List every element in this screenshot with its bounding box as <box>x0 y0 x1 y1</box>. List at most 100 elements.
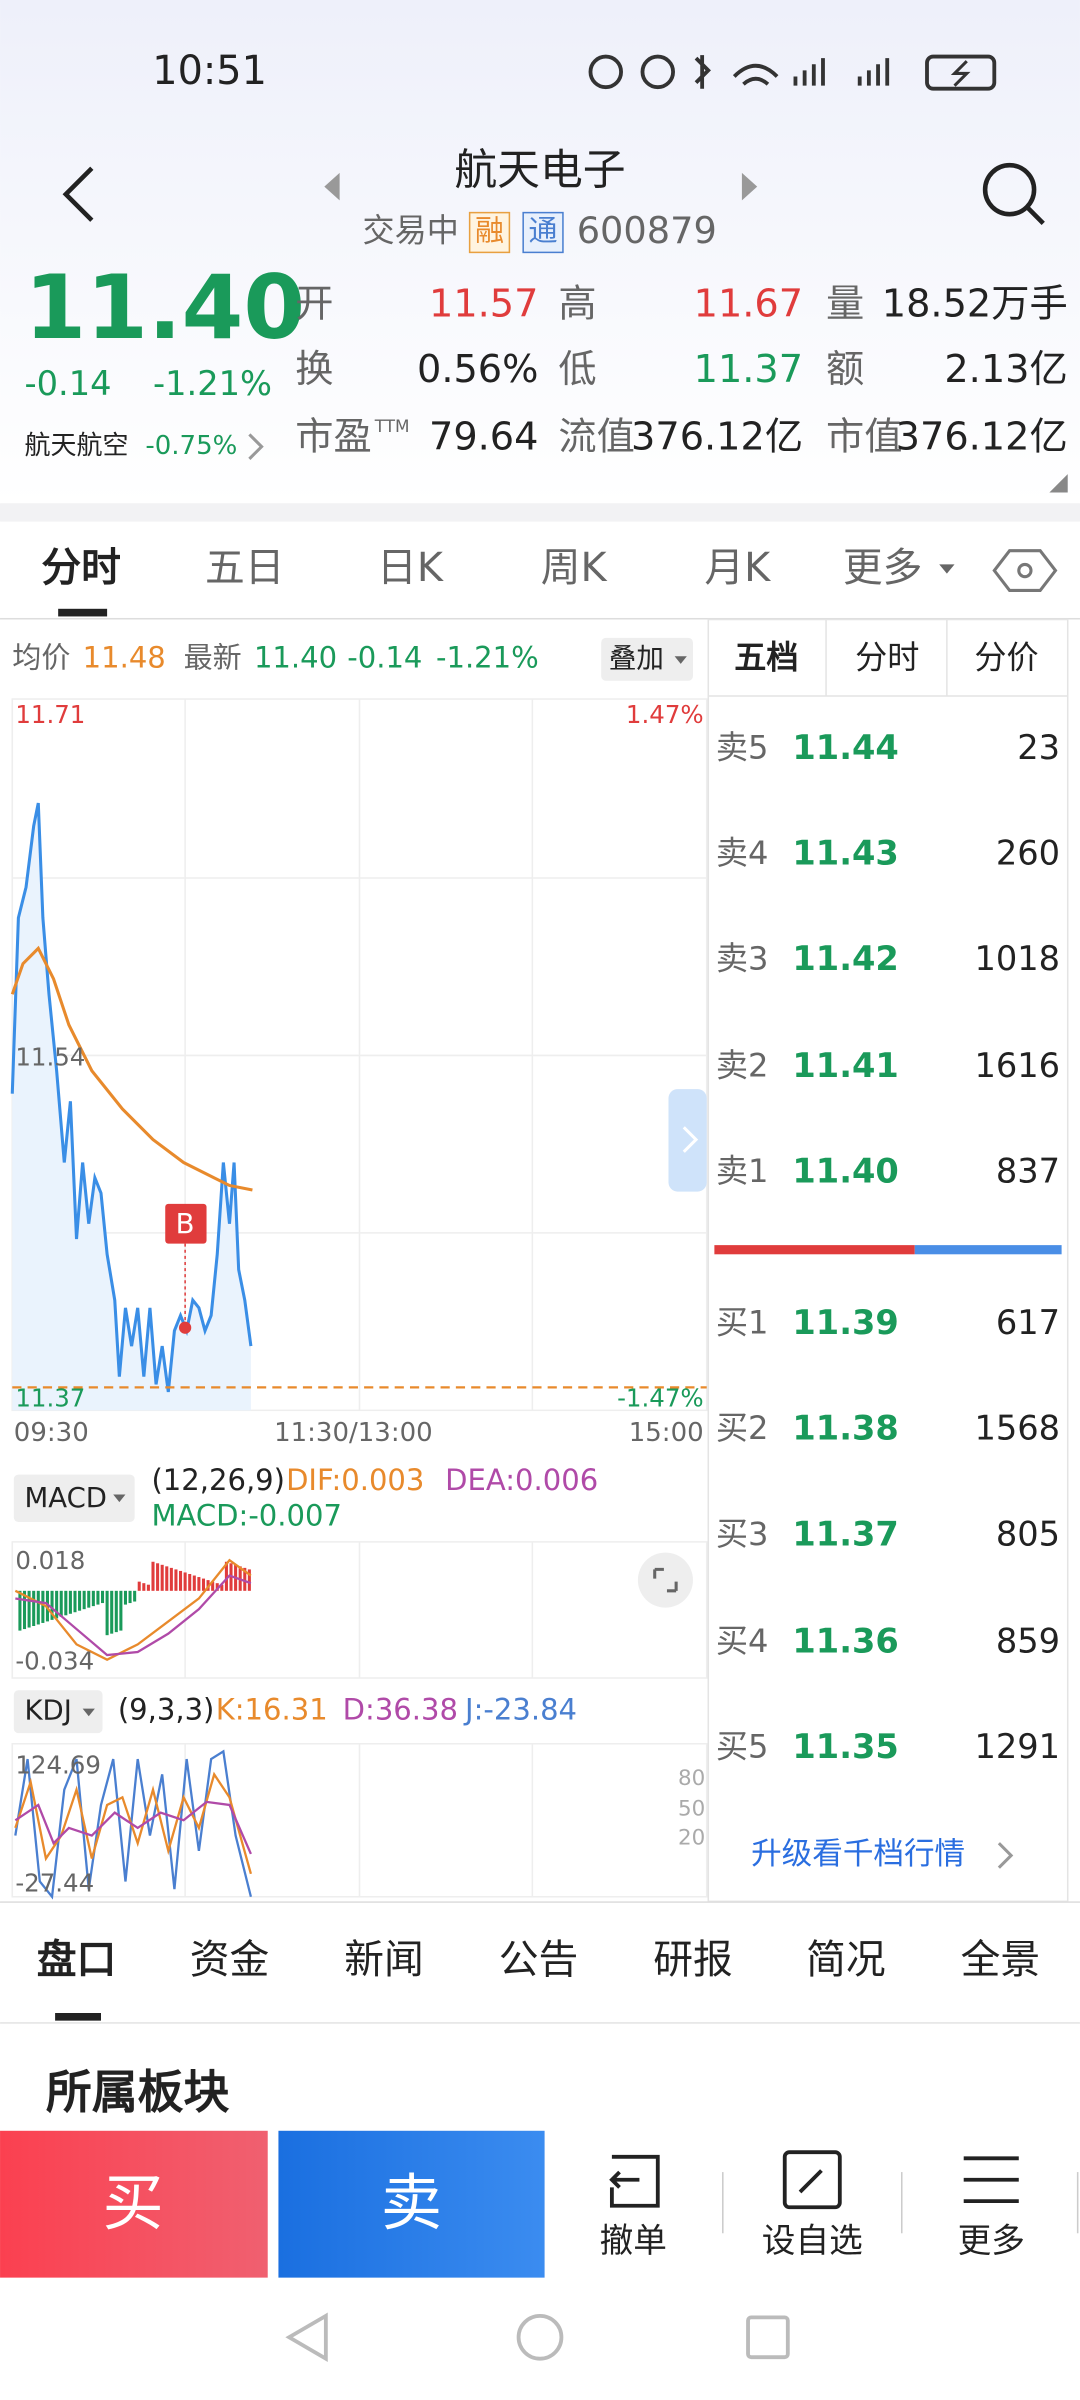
dropdown <box>674 656 687 664</box>
action-item[interactable]: 更多 <box>958 2221 1025 2260</box>
level-label: 买3 <box>716 1515 769 1553</box>
dropdown <box>113 1494 126 1503</box>
orderbook-tab[interactable]: 分时 <box>855 638 919 676</box>
section-title: 所属板块 <box>46 2065 230 2119</box>
marker-box[interactable] <box>165 1203 207 1244</box>
stat-label: 换 <box>295 348 333 392</box>
orderbook-tab[interactable]: 五档 <box>734 638 798 676</box>
chart-grid <box>11 698 708 1898</box>
kdj-k: K:16.31 <box>216 1693 328 1727</box>
action-item[interactable]: 撤单 <box>600 2221 667 2260</box>
macd-bar <box>137 1581 141 1591</box>
nav-bar <box>285 2312 790 2363</box>
tab[interactable]: 更多 <box>843 545 923 591</box>
macd-bar <box>142 1583 146 1591</box>
time-label: 15:00 <box>629 1418 704 1448</box>
macd-params: (12,26,9) <box>151 1463 285 1497</box>
level-volume: 805 <box>996 1514 1060 1553</box>
orderbook-frame <box>707 618 1069 1903</box>
macd-bar <box>68 1590 72 1614</box>
level-price: 11.36 <box>792 1621 898 1660</box>
macd-bar <box>55 1590 59 1619</box>
marker: B <box>176 1208 195 1240</box>
macd-bar <box>183 1572 187 1591</box>
level-price: 11.43 <box>792 834 898 873</box>
bottom-tab[interactable]: 全景 <box>961 1937 1041 1983</box>
macd-bar <box>73 1590 77 1613</box>
kdj-level: 20 <box>678 1826 705 1851</box>
upgrade-link[interactable]: 升级看千档行情 <box>751 1837 965 1872</box>
badge: 通 <box>529 214 558 248</box>
bottom-tab[interactable]: 公告 <box>499 1937 579 1983</box>
latest-label: 最新 <box>184 640 242 674</box>
macd-bar <box>215 1583 219 1591</box>
settings-icon[interactable] <box>992 549 1058 592</box>
prev-stock[interactable] <box>324 172 340 201</box>
macd-bar <box>128 1590 132 1604</box>
stat-value: 79.64 <box>429 416 538 460</box>
orderbook-tab[interactable]: 分价 <box>974 638 1038 676</box>
chevron <box>997 1842 1014 1869</box>
divider <box>0 1901 1080 1903</box>
tab[interactable]: 日K <box>377 545 444 591</box>
buy-button[interactable] <box>0 2130 268 2278</box>
macd-bar <box>247 1569 251 1591</box>
bottom-tab[interactable]: 新闻 <box>344 1937 424 1983</box>
bottom-tab[interactable]: 资金 <box>190 1937 270 1983</box>
stat-label: 低 <box>558 348 596 392</box>
macd-bar <box>197 1577 201 1591</box>
overlay-button[interactable] <box>601 637 693 681</box>
kdj-level: 50 <box>678 1797 705 1822</box>
zoom-button[interactable] <box>637 1552 693 1608</box>
dea-line <box>15 1574 252 1657</box>
macd-bar <box>169 1567 173 1591</box>
sell-button[interactable] <box>278 2130 545 2278</box>
tab-underline <box>55 2013 101 2021</box>
time-label: 09:30 <box>14 1418 89 1448</box>
bottom-tab[interactable]: 研报 <box>653 1937 733 1983</box>
action-item[interactable]: 设自选 <box>762 2221 863 2260</box>
macd-bar <box>64 1590 68 1616</box>
dif-line <box>14 1558 252 1661</box>
tab-underline <box>58 608 108 617</box>
bottom-tab[interactable]: 简况 <box>806 1937 886 1983</box>
macd-bar <box>59 1590 63 1617</box>
axis-mid: 11.54 <box>15 1043 85 1072</box>
price-area <box>12 803 251 1411</box>
separator <box>900 2172 903 2234</box>
trade-status: 交易中 <box>363 212 459 250</box>
level-label: 买1 <box>716 1304 769 1342</box>
stock-name: 航天电子 <box>454 145 625 195</box>
macd-bar <box>151 1561 155 1591</box>
macd-bar <box>22 1590 27 1630</box>
macd-button[interactable] <box>13 1474 135 1522</box>
bottom-tab[interactable]: 盘口 <box>37 1937 117 1983</box>
level-price: 11.35 <box>792 1727 898 1766</box>
dropdown <box>939 564 955 574</box>
macd-bar <box>105 1590 109 1636</box>
back-button[interactable] <box>62 166 94 222</box>
d-line <box>14 1800 252 1855</box>
expand-handle[interactable] <box>668 1089 707 1192</box>
bid-ratio <box>914 1245 1062 1255</box>
sector-change: -0.75% <box>145 431 237 461</box>
avg-label: 均价 <box>12 640 70 674</box>
status-time: 10:51 <box>152 48 267 94</box>
tab[interactable]: 月K <box>704 545 771 591</box>
level-price: 11.37 <box>792 1514 898 1553</box>
kdj-button[interactable] <box>13 1690 103 1734</box>
tab[interactable]: 周K <box>541 545 608 591</box>
level-volume: 260 <box>996 834 1060 873</box>
macd-label: MACD <box>25 1482 107 1514</box>
stat-sup: TTM <box>374 416 410 436</box>
kdj-top: 124.69 <box>15 1751 101 1780</box>
stat-value: 18.52万手 <box>882 282 1068 326</box>
latest: 11.40 <box>254 640 337 674</box>
tab[interactable]: 五日 <box>205 545 285 591</box>
tab[interactable]: 分时 <box>41 545 121 591</box>
price: 11.40 <box>25 256 306 359</box>
macd-bar <box>100 1590 105 1604</box>
macd-bar <box>192 1575 196 1591</box>
next-stock[interactable] <box>741 172 758 201</box>
search-button[interactable] <box>982 162 1045 225</box>
